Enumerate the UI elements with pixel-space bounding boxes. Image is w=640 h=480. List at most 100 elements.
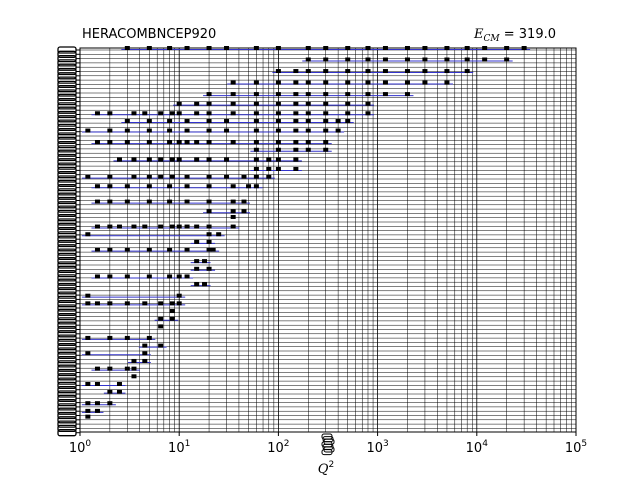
data-point bbox=[146, 184, 152, 189]
data-point bbox=[158, 316, 164, 321]
data-point bbox=[253, 157, 259, 162]
data-point bbox=[275, 101, 281, 106]
data-point bbox=[404, 69, 410, 74]
data-point bbox=[323, 140, 329, 145]
data-point bbox=[275, 128, 281, 133]
data-point bbox=[230, 111, 236, 116]
data-point bbox=[335, 118, 341, 123]
data-point bbox=[293, 92, 299, 97]
data-point bbox=[194, 101, 200, 106]
data-point bbox=[206, 239, 212, 244]
data-point bbox=[169, 309, 175, 314]
data-point bbox=[293, 101, 299, 106]
data-point bbox=[142, 224, 148, 229]
data-point bbox=[241, 209, 247, 214]
data-point bbox=[202, 259, 208, 264]
data-point bbox=[241, 199, 247, 204]
data-point bbox=[124, 184, 130, 189]
data-point bbox=[124, 118, 130, 123]
data-point bbox=[345, 101, 351, 106]
data-point bbox=[382, 69, 388, 74]
data-point bbox=[85, 414, 91, 419]
data-point bbox=[206, 111, 212, 116]
data-point bbox=[158, 157, 164, 162]
data-point bbox=[305, 128, 311, 133]
data-point bbox=[206, 140, 212, 145]
data-point bbox=[253, 174, 259, 179]
data-point bbox=[293, 80, 299, 85]
data-point bbox=[275, 140, 281, 145]
x-axis-label-main: Q bbox=[318, 462, 329, 477]
data-point bbox=[323, 101, 329, 106]
data-point bbox=[345, 118, 351, 123]
data-point bbox=[230, 199, 236, 204]
data-point bbox=[216, 232, 222, 237]
data-point bbox=[169, 301, 175, 306]
x-tick-label: 104 bbox=[466, 439, 489, 456]
data-point bbox=[464, 69, 470, 74]
data-point bbox=[176, 140, 182, 145]
data-point bbox=[142, 358, 148, 363]
data-point bbox=[305, 111, 311, 116]
data-point bbox=[107, 184, 113, 189]
x-tick-label: 102 bbox=[267, 439, 289, 456]
data-point bbox=[167, 128, 173, 133]
data-point bbox=[94, 274, 100, 279]
data-point bbox=[146, 335, 152, 340]
x-tick-label: 105 bbox=[565, 439, 587, 456]
data-point bbox=[444, 80, 450, 85]
data-point bbox=[504, 57, 510, 62]
data-point bbox=[305, 80, 311, 85]
data-point bbox=[253, 92, 259, 97]
data-point bbox=[382, 80, 388, 85]
data-point bbox=[158, 111, 164, 116]
data-point bbox=[422, 57, 428, 62]
data-point bbox=[167, 199, 173, 204]
data-point bbox=[194, 259, 200, 264]
data-point bbox=[142, 351, 148, 356]
data-point bbox=[146, 247, 152, 252]
data-point bbox=[176, 157, 182, 162]
data-point bbox=[107, 274, 113, 279]
data-point bbox=[293, 128, 299, 133]
data-point bbox=[293, 111, 299, 116]
data-point bbox=[85, 408, 91, 413]
data-point bbox=[167, 118, 173, 123]
data-point bbox=[365, 80, 371, 85]
data-point bbox=[253, 101, 259, 106]
data-point bbox=[124, 199, 130, 204]
data-point bbox=[275, 157, 281, 162]
data-point bbox=[176, 111, 182, 116]
data-point bbox=[224, 174, 230, 179]
data-point bbox=[107, 111, 113, 116]
data-point bbox=[293, 147, 299, 152]
data-point bbox=[404, 57, 410, 62]
data-point bbox=[444, 69, 450, 74]
data-point bbox=[404, 92, 410, 97]
x-tick-label: 103 bbox=[366, 439, 388, 456]
data-point bbox=[176, 224, 182, 229]
data-point bbox=[107, 199, 113, 204]
data-point bbox=[107, 247, 113, 252]
data-point bbox=[293, 157, 299, 162]
data-point bbox=[94, 382, 100, 386]
data-point bbox=[345, 111, 351, 116]
data-point bbox=[253, 80, 259, 85]
data-point bbox=[124, 247, 130, 252]
data-point bbox=[422, 80, 428, 85]
data-point bbox=[253, 140, 259, 145]
data-point bbox=[94, 140, 100, 145]
data-point bbox=[444, 57, 450, 62]
y-tick-labels bbox=[57, 46, 80, 437]
data-point bbox=[194, 111, 200, 116]
data-point bbox=[210, 247, 216, 252]
data-point bbox=[184, 140, 190, 145]
data-point bbox=[206, 266, 212, 271]
data-point bbox=[293, 69, 299, 74]
data-point bbox=[176, 301, 182, 306]
data-point bbox=[176, 293, 182, 298]
data-point bbox=[158, 224, 164, 229]
data-point bbox=[382, 57, 388, 62]
